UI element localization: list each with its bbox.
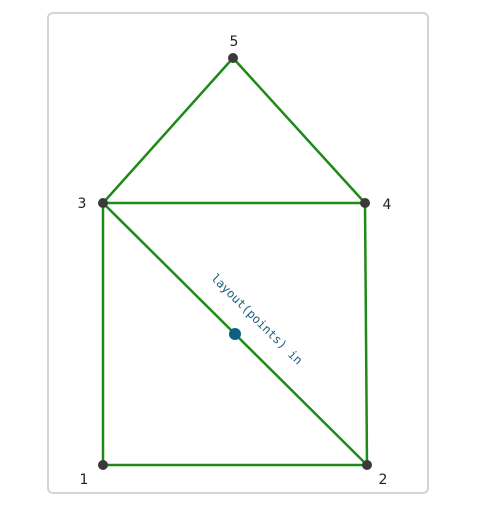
labels-layer: 1 2 3 4 5: [78, 34, 392, 488]
edge-midpoint-marker: [229, 328, 241, 340]
node-label-1: 1: [80, 472, 89, 488]
node-4: [360, 198, 370, 208]
edge-3-5: [101, 56, 235, 205]
node-label-2: 2: [379, 472, 388, 488]
node-label-3: 3: [78, 196, 87, 212]
nodes-layer: [98, 53, 372, 470]
node-3: [98, 198, 108, 208]
node-label-4: 4: [383, 197, 392, 213]
edge-label: layout(points) in: [208, 271, 305, 367]
edges-layer: [101, 56, 369, 467]
marker-layer: layout(points) in: [208, 271, 305, 367]
node-1: [98, 460, 108, 470]
node-label-5: 5: [230, 34, 239, 50]
edge-4-5: [231, 56, 367, 205]
edge-2-4: [363, 201, 369, 467]
node-5: [228, 53, 238, 63]
node-2: [362, 460, 372, 470]
